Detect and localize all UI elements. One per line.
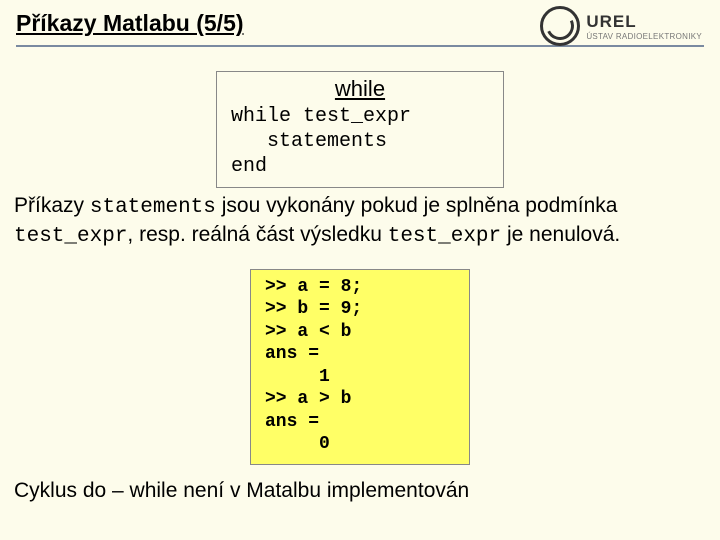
code-line: >> a > b <box>265 388 455 411</box>
code-inline: test_expr <box>14 225 127 248</box>
text: Příkazy <box>14 194 90 217</box>
code-line: >> a = 8; <box>265 276 455 299</box>
code-line: ans = <box>265 343 455 366</box>
footer-note: Cyklus do – while není v Matalbu impleme… <box>14 479 706 503</box>
code-line: end <box>231 154 489 179</box>
logo-icon <box>540 6 580 46</box>
text: jsou vykonány pokud je splněna podmínka <box>216 194 618 217</box>
code-line: >> a < b <box>265 321 455 344</box>
code-inline: statements <box>90 196 216 219</box>
code-line: ans = <box>265 411 455 434</box>
example-box: >> a = 8; >> b = 9; >> a < b ans = 1 >> … <box>250 269 470 465</box>
explanation: Příkazy statements jsou vykonány pokud j… <box>14 192 706 251</box>
while-syntax-box: while while test_expr statements end <box>216 71 504 188</box>
logo-sub: ÚSTAV RADIOELEKTRONIKY <box>586 32 702 41</box>
code-line: statements <box>231 129 489 154</box>
while-title: while <box>231 76 489 102</box>
logo: UREL ÚSTAV RADIOELEKTRONIKY <box>540 6 702 46</box>
content: while while test_expr statements end Pří… <box>0 53 720 513</box>
code-inline: test_expr <box>388 225 501 248</box>
code-line: 1 <box>265 366 455 389</box>
code-line: >> b = 9; <box>265 298 455 321</box>
header: Příkazy Matlabu (5/5) UREL ÚSTAV RADIOEL… <box>0 0 720 53</box>
text: je nenulová. <box>501 223 620 246</box>
logo-text: UREL ÚSTAV RADIOELEKTRONIKY <box>586 12 702 41</box>
page-title: Příkazy Matlabu (5/5) <box>16 10 244 36</box>
logo-main: UREL <box>586 12 702 32</box>
text: , resp. reálná část výsledku <box>127 223 387 246</box>
code-line: while test_expr <box>231 104 489 129</box>
code-line: 0 <box>265 433 455 456</box>
